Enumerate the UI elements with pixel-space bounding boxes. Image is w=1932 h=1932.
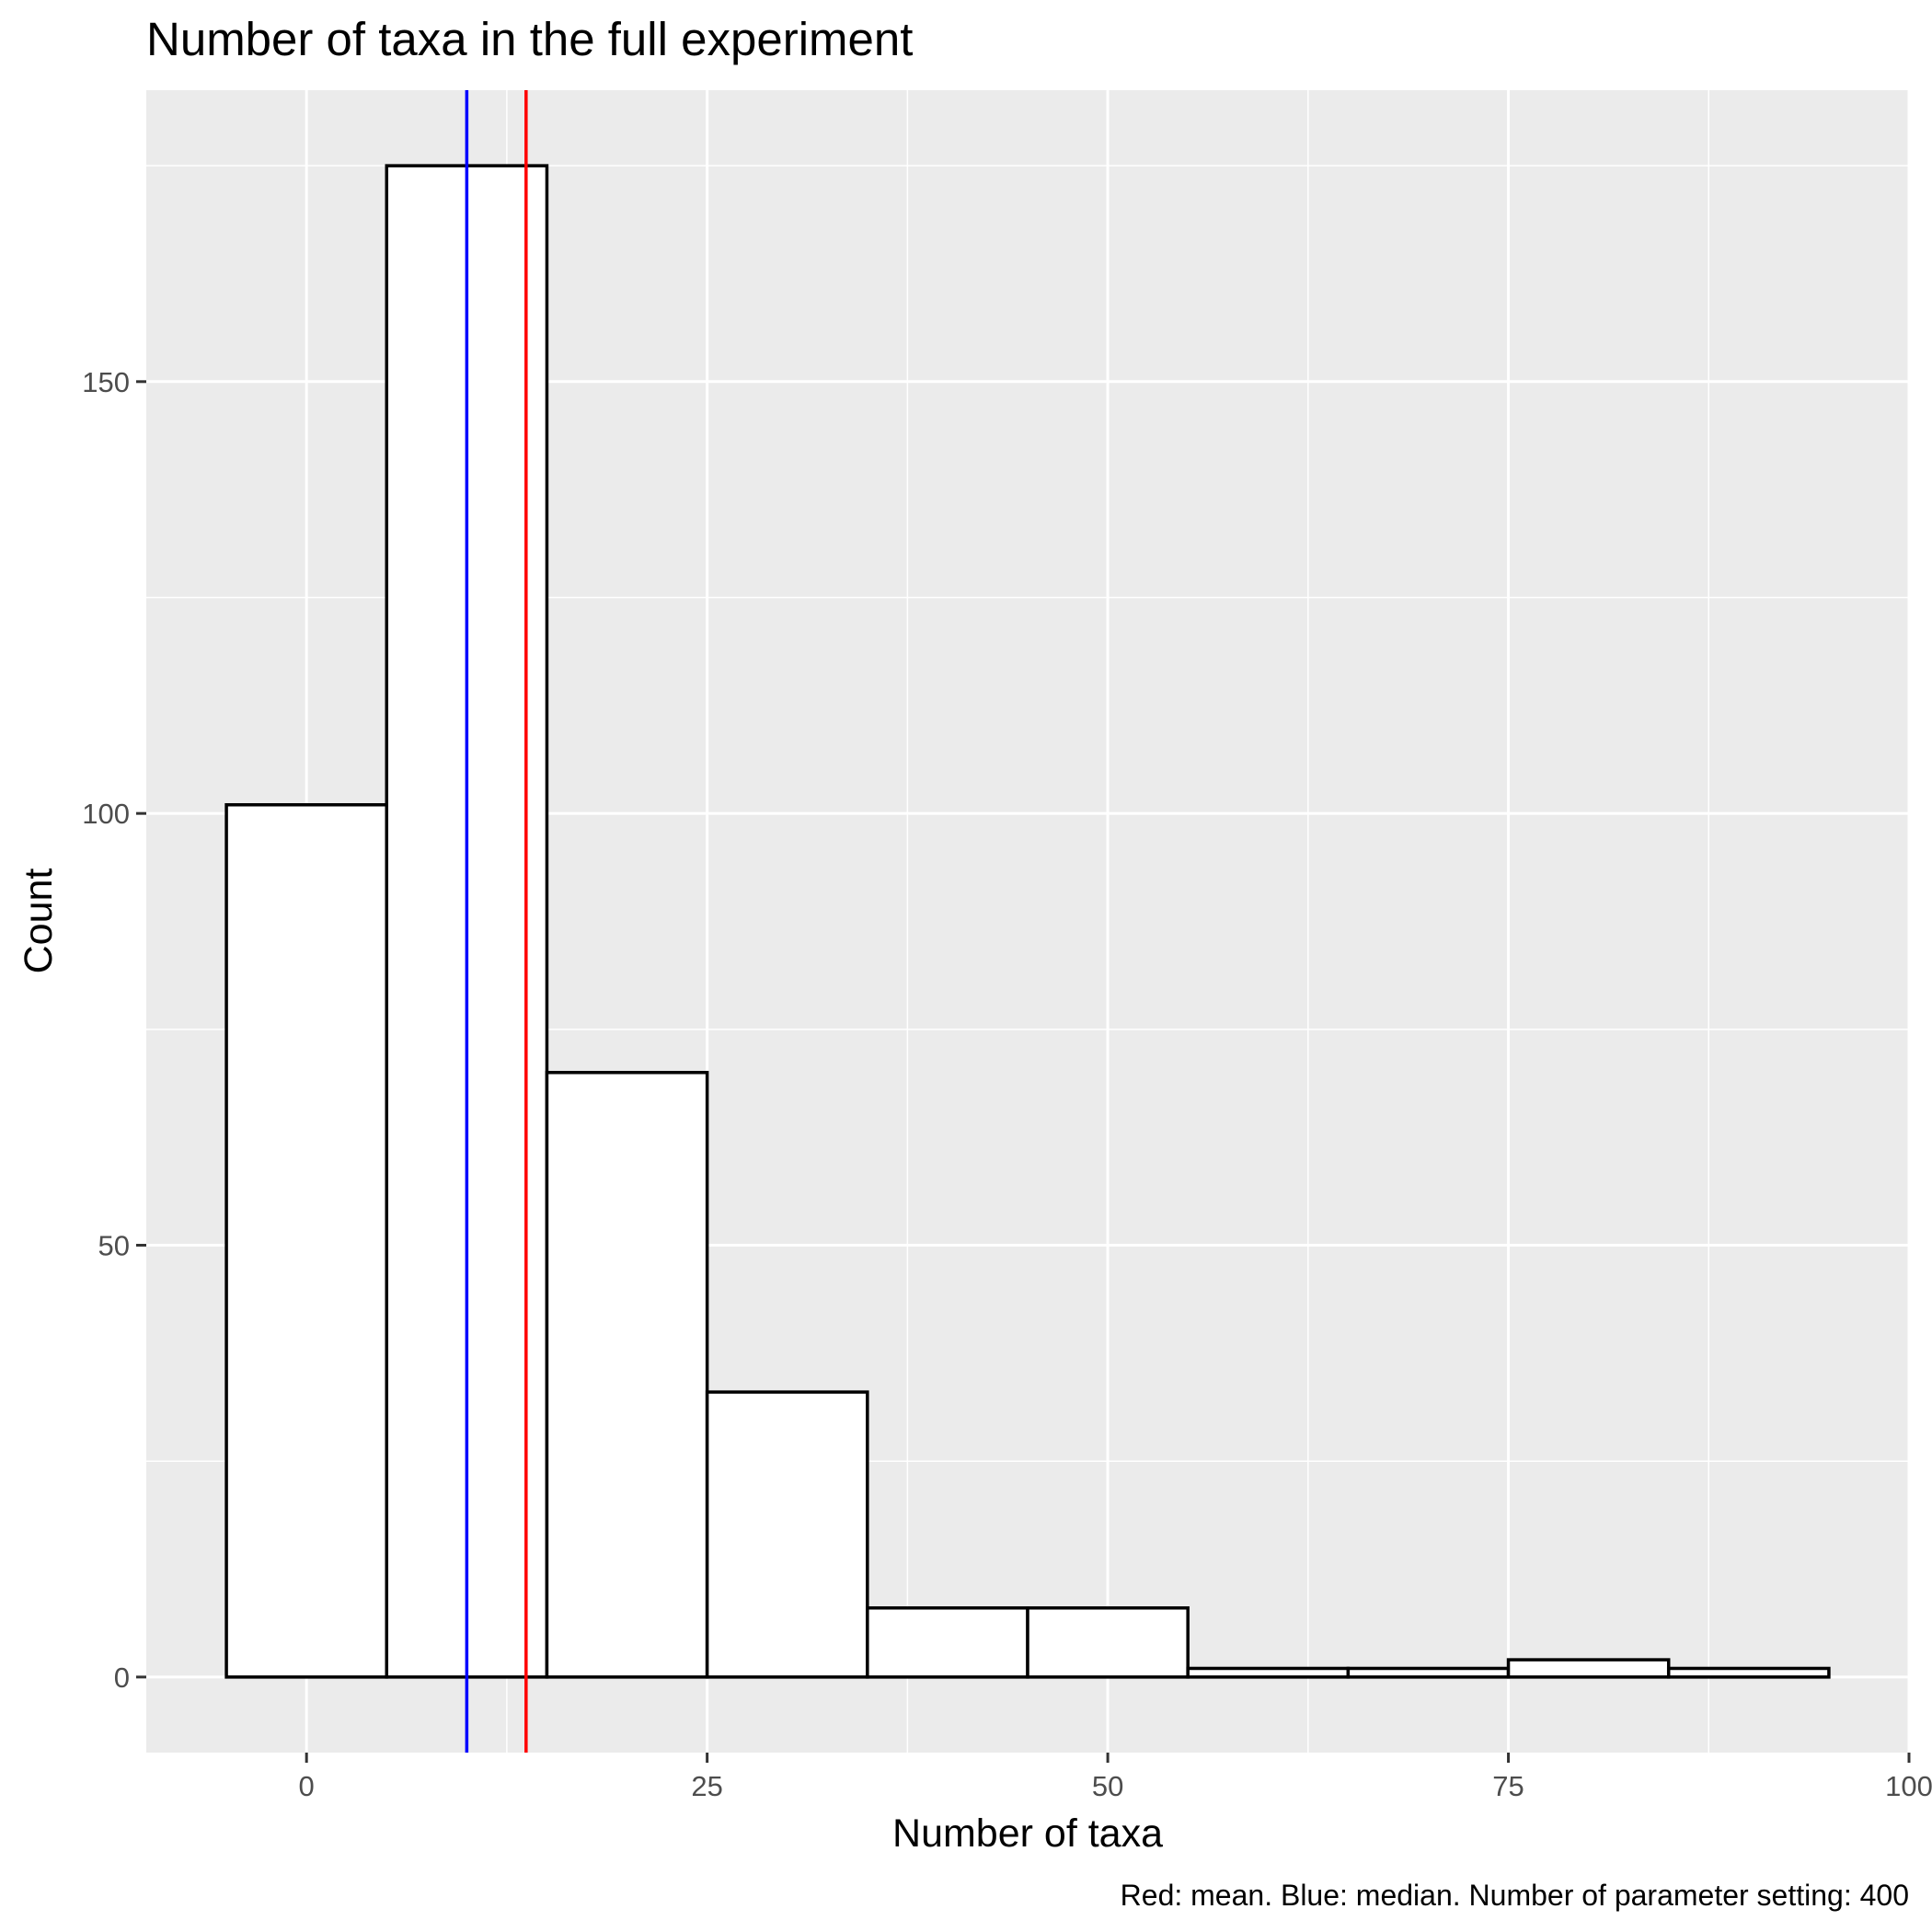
- chart-caption: Red: mean. Blue: median. Number of param…: [1121, 1879, 1909, 1912]
- y-tick-label: 0: [114, 1662, 130, 1694]
- x-axis: 0 25 50 75 100: [299, 1753, 1932, 1802]
- histogram-bar: [1346, 1666, 1511, 1679]
- histogram-bar: [1026, 1606, 1190, 1679]
- histogram-bar: [1506, 1658, 1671, 1679]
- y-axis: 0 50 100 150: [82, 366, 146, 1694]
- histogram-bar: [866, 1606, 1029, 1679]
- x-axis-title: Number of taxa: [892, 1811, 1163, 1856]
- reference-lines: [465, 90, 528, 1753]
- x-tick-label: 100: [1885, 1770, 1932, 1802]
- x-tick-label: 0: [299, 1770, 315, 1802]
- y-tick-label: 150: [82, 366, 130, 398]
- histogram-bar: [224, 803, 389, 1679]
- histogram-bar: [1666, 1666, 1831, 1679]
- chart-title: Number of taxa in the full experiment: [146, 13, 913, 65]
- histogram-bar: [1186, 1666, 1351, 1679]
- x-tick-label: 75: [1492, 1770, 1524, 1802]
- x-tick-label: 50: [1092, 1770, 1123, 1802]
- y-axis-title: Count: [17, 868, 61, 974]
- y-tick-label: 50: [98, 1230, 130, 1262]
- histogram-bar: [545, 1071, 709, 1679]
- x-tick-label: 25: [691, 1770, 722, 1802]
- histogram-bar: [705, 1390, 869, 1679]
- y-tick-label: 100: [82, 798, 130, 830]
